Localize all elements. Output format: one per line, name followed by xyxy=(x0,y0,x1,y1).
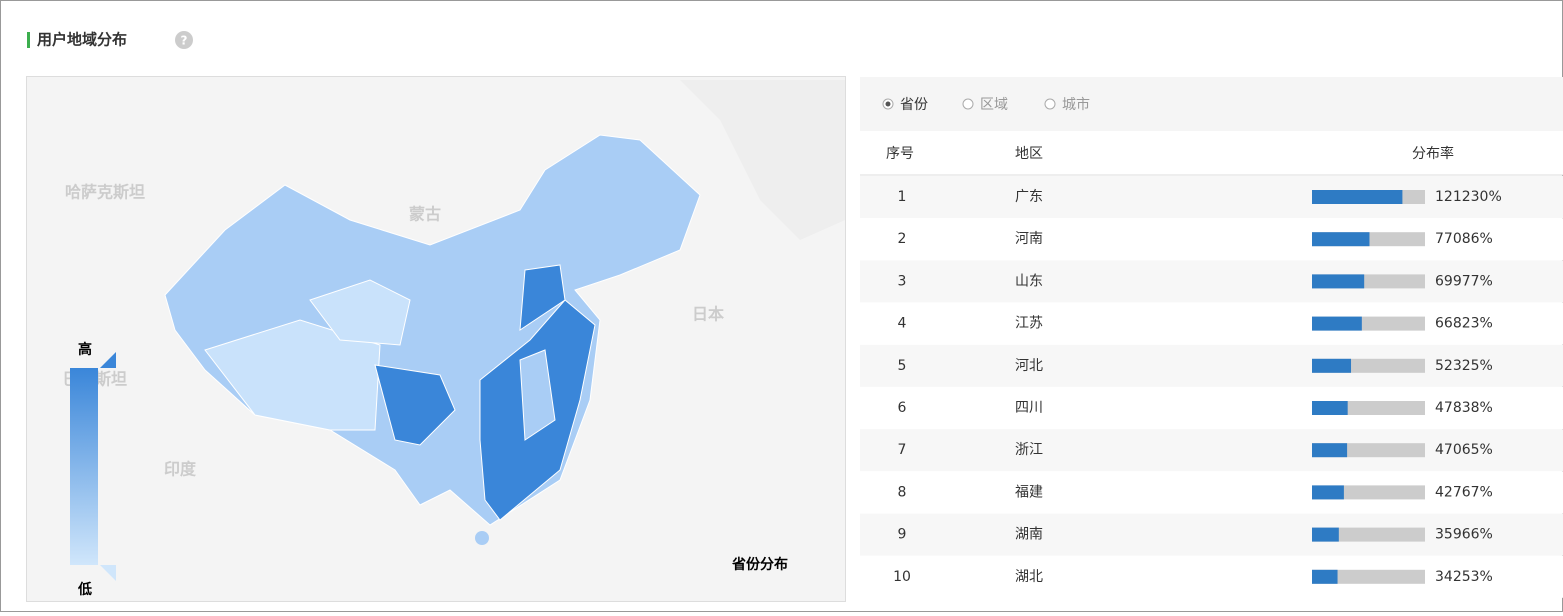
map-label: 日本 xyxy=(692,305,724,324)
table-row xyxy=(860,387,1563,429)
map-region[interactable] xyxy=(309,279,411,346)
table-row xyxy=(860,555,1563,598)
bar xyxy=(1312,401,1348,415)
table-row xyxy=(860,260,1563,303)
map-label: 哈萨克斯坦 xyxy=(65,183,145,202)
region: 湖北 xyxy=(1015,569,1043,585)
bar-track xyxy=(1312,527,1425,542)
region: 河北 xyxy=(1015,358,1043,374)
map-label: 印度 xyxy=(164,460,197,479)
region: 福建 xyxy=(1015,484,1043,500)
rate: 121230% xyxy=(1435,189,1502,205)
legend-low: 低 xyxy=(77,581,92,598)
region: 河南 xyxy=(1015,231,1043,247)
bar xyxy=(1312,190,1403,204)
rank: 9 xyxy=(898,527,907,543)
tab-label[interactable]: 区域 xyxy=(980,97,1008,113)
radio[interactable] xyxy=(962,98,974,110)
legend-high: 高 xyxy=(78,341,92,358)
section-title: 用户地域分布 xyxy=(37,31,127,49)
table-row xyxy=(860,176,1563,218)
column-header: 地区 xyxy=(1015,146,1043,162)
rate: 69977% xyxy=(1435,273,1493,289)
rate: 52325% xyxy=(1435,358,1493,374)
legend-handle[interactable] xyxy=(100,352,116,368)
tab-label[interactable]: 省份 xyxy=(900,97,928,113)
table-row xyxy=(860,513,1563,556)
table-row xyxy=(860,218,1563,261)
bar xyxy=(1312,274,1365,289)
rate: 47838% xyxy=(1435,400,1493,416)
table: 序号 地区 分布率 xyxy=(860,77,1563,176)
help-icon[interactable] xyxy=(175,31,193,49)
map-panel: 哈萨克斯坦 蒙古 日本 巴基斯坦 印度 高 低 省份分布 xyxy=(26,76,846,602)
table-row xyxy=(860,344,1563,387)
map-region[interactable] xyxy=(475,531,489,545)
bar xyxy=(1312,485,1344,500)
legend-gradient[interactable] xyxy=(70,368,98,565)
rate: 77086% xyxy=(1435,231,1493,247)
bar xyxy=(1312,569,1338,584)
rate: 42767% xyxy=(1435,484,1493,500)
rank: 6 xyxy=(898,400,907,416)
rank: 5 xyxy=(898,358,907,374)
map-region[interactable] xyxy=(519,264,566,331)
help-icon-mark: ? xyxy=(181,34,188,48)
bar-track xyxy=(1312,569,1425,584)
region: 四川 xyxy=(1015,400,1043,416)
bar xyxy=(1312,316,1362,331)
header-row xyxy=(860,131,1563,175)
tab-label[interactable]: 城市 xyxy=(1062,96,1090,113)
table-row xyxy=(860,429,1563,472)
bar xyxy=(1312,443,1348,458)
column-header: 分布率 xyxy=(1412,145,1454,162)
map-region[interactable] xyxy=(204,319,381,431)
region: 江苏 xyxy=(1015,316,1043,332)
bar xyxy=(1312,358,1352,373)
region: 浙江 xyxy=(1015,442,1043,458)
map-region[interactable] xyxy=(374,364,456,446)
region: 山东 xyxy=(1015,273,1043,289)
land xyxy=(680,80,845,240)
rate: 35966% xyxy=(1435,527,1493,543)
rank: 10 xyxy=(893,569,911,585)
rank: 7 xyxy=(898,442,907,458)
map-region[interactable] xyxy=(519,349,556,441)
radio[interactable] xyxy=(1044,98,1056,110)
rank: 4 xyxy=(898,316,907,332)
map-caption: 省份分布 xyxy=(731,556,788,573)
region: 广东 xyxy=(1015,189,1043,205)
rank: 8 xyxy=(898,484,907,500)
rank: 2 xyxy=(898,231,907,247)
table-row xyxy=(860,471,1563,514)
rate: 66823% xyxy=(1435,316,1493,332)
radio-dot xyxy=(885,101,891,107)
rate: 34253% xyxy=(1435,569,1493,585)
rank: 3 xyxy=(898,273,907,289)
rate: 47065% xyxy=(1435,442,1493,458)
legend-handle[interactable] xyxy=(100,565,116,581)
tab-bar xyxy=(860,77,1563,131)
bar xyxy=(1312,527,1339,542)
bar xyxy=(1312,232,1370,247)
rank: 1 xyxy=(898,189,907,205)
table-row xyxy=(860,302,1563,345)
column-header: 序号 xyxy=(886,146,914,162)
title-accent xyxy=(27,32,30,48)
map-label: 蒙古 xyxy=(409,205,441,224)
region: 湖南 xyxy=(1015,527,1043,543)
